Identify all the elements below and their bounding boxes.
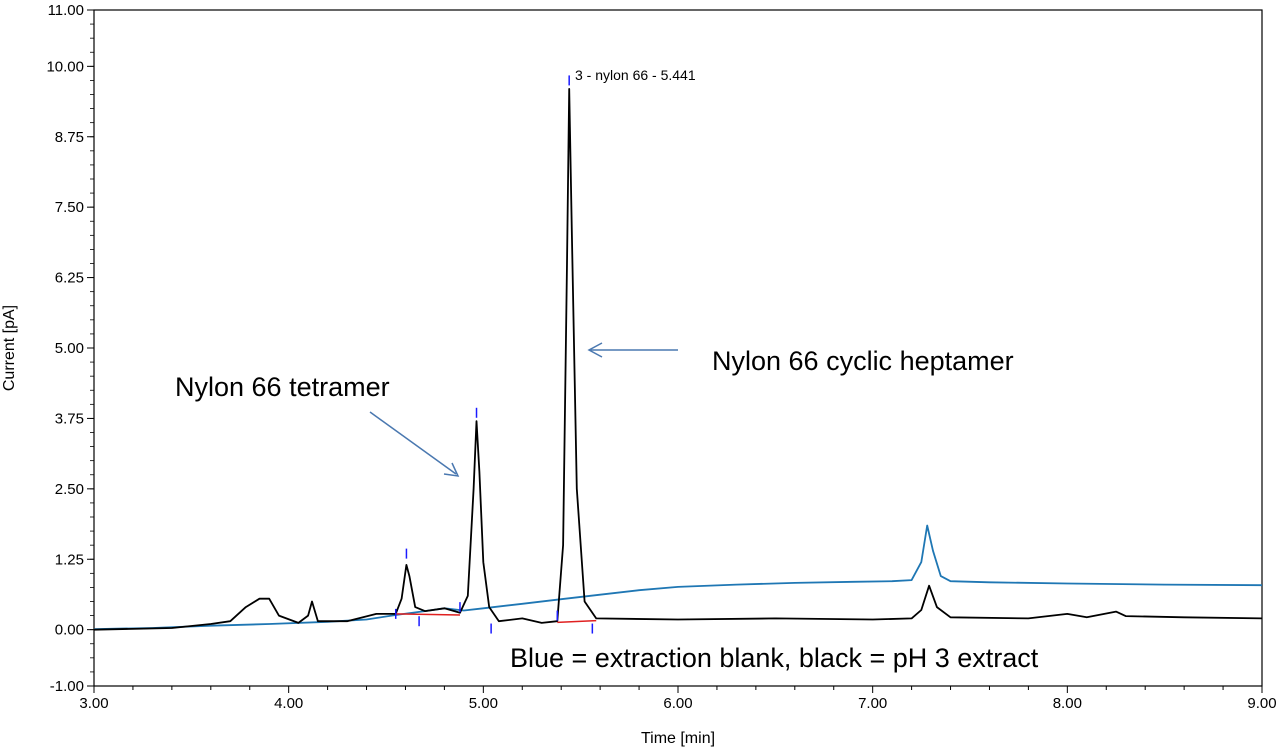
peak-markers [394, 75, 594, 634]
y-tick-label: 7.50 [55, 199, 84, 216]
arrow-tetramer-head [443, 462, 460, 477]
y-tick-label: 3.75 [55, 410, 84, 427]
x-tick-label: 9.00 [1247, 695, 1276, 712]
y-tick-label: 5.00 [55, 340, 84, 357]
legend-note: Blue = extraction blank, black = pH 3 ex… [510, 643, 1039, 673]
x-axis: 3.00 4.00 5.00 6.00 7.00 8.00 9.00 [79, 686, 1277, 712]
annotation-tetramer: Nylon 66 tetramer [175, 372, 390, 402]
x-tick-label: 6.00 [663, 695, 692, 712]
x-tick-label: 7.00 [858, 695, 887, 712]
y-tick-label: 6.25 [55, 270, 84, 287]
peak-label: 3 - nylon 66 - 5.441 [575, 67, 696, 83]
x-tick-label: 5.00 [469, 695, 498, 712]
y-tick-label: 10.00 [46, 58, 84, 75]
arrow-tetramer [369, 411, 457, 475]
y-tick-label: -1.00 [50, 678, 84, 695]
series-layer [93, 88, 1263, 631]
y-tick-label: 1.25 [55, 551, 84, 568]
integration-baselines [395, 613, 597, 624]
annotation-heptamer: Nylon 66 cyclic heptamer [712, 346, 1014, 376]
x-tick-label: 4.00 [274, 695, 303, 712]
y-tick-label: 11.00 [48, 2, 84, 19]
x-tick-label: 8.00 [1053, 695, 1082, 712]
y-axis-title: Current [pA] [1, 305, 18, 391]
x-axis-title: Time [min] [641, 730, 715, 747]
y-tick-label: 8.75 [55, 129, 84, 146]
series-blank-line [93, 524, 1263, 630]
arrow-heptamer-head [587, 342, 603, 358]
integration-baseline [557, 619, 597, 624]
series-extract-line [93, 88, 1263, 631]
y-tick-label: 2.50 [55, 481, 84, 498]
y-tick-label: 0.00 [55, 622, 84, 639]
integration-baseline [395, 613, 460, 616]
x-tick-label: 3.00 [79, 695, 108, 712]
y-axis: -1.00 0.00 1.25 2.50 3.75 5.00 6.25 7.50 8.75 10.… [46, 2, 94, 695]
